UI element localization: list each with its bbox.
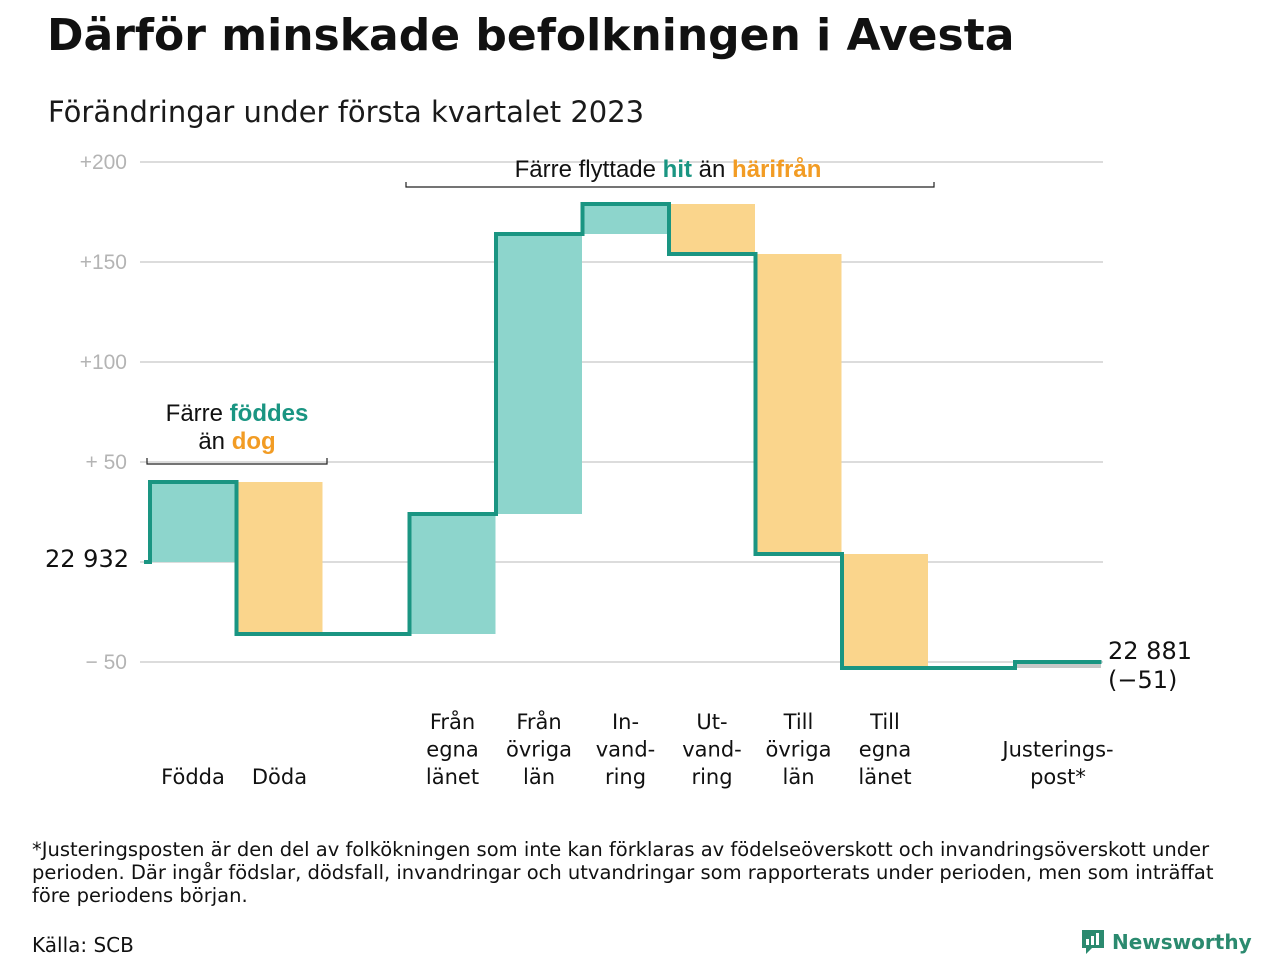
- births-bracket: [146, 458, 328, 465]
- brand-name: Newsworthy: [1112, 930, 1252, 954]
- start-value-label: 22 932: [45, 545, 129, 573]
- category-label: övriga: [506, 738, 572, 762]
- bar-increase: [582, 204, 669, 234]
- category-label: vand-: [682, 738, 742, 762]
- source-label: Källa: SCB: [32, 933, 134, 957]
- category-label: ring: [691, 765, 732, 789]
- y-tick-label: + 50: [86, 451, 127, 474]
- births-annotation-line1: Färre föddes: [166, 400, 309, 427]
- bar-increase: [496, 234, 582, 514]
- category-label: län: [782, 765, 814, 789]
- births-annotation-line1-part: föddes: [230, 400, 309, 427]
- chart-title: Därför minskade befolkningen i Avesta: [47, 10, 1015, 61]
- category-label: Från: [516, 709, 561, 734]
- moves-annotation-part: Färre flyttade: [515, 156, 663, 183]
- category-label: övriga: [766, 738, 832, 762]
- bar-adjustment: [1015, 662, 1101, 668]
- end-value-label: 22 881: [1108, 637, 1192, 665]
- category-label: Justerings-: [1000, 738, 1113, 762]
- births-annotation-line2-part: dog: [232, 428, 276, 455]
- category-label: post*: [1030, 765, 1086, 789]
- waterfall-chart: +200 +150 +100 + 50 − 50 Födda Döda Från egna lä…: [45, 151, 1192, 789]
- births-annotation-line1-part: Färre: [166, 400, 230, 427]
- category-label: egna: [426, 738, 478, 762]
- births-annotation-line2-part: än: [198, 428, 231, 455]
- category-label: länet: [426, 765, 479, 789]
- y-axis-ticks: +200 +150 +100 + 50 − 50: [80, 151, 127, 674]
- bar-increase: [409, 514, 496, 634]
- category-label: Från: [430, 709, 475, 734]
- moves-annotation-part: hit: [663, 156, 692, 183]
- y-tick-label: +200: [80, 151, 127, 174]
- running-total-line: [144, 202, 1102, 670]
- category-label: Ut-: [696, 710, 727, 734]
- brand[interactable]: Newsworthy: [1080, 928, 1252, 956]
- category-label: ring: [605, 765, 646, 789]
- bar-decrease: [669, 204, 755, 254]
- newsworthy-logo-icon: [1082, 930, 1104, 954]
- footnote: *Justeringsposten är den del av folkökni…: [32, 838, 1214, 907]
- bar-increase: [150, 482, 236, 562]
- y-tick-label: +150: [80, 251, 127, 274]
- bar-decrease: [236, 482, 323, 634]
- category-label: vand-: [596, 738, 656, 762]
- category-label: län: [523, 765, 555, 789]
- category-label: Till: [783, 710, 814, 734]
- y-tick-label: +100: [80, 351, 127, 374]
- births-annotation-line2: än dog: [198, 428, 275, 455]
- bars: [150, 204, 1101, 668]
- category-label: Till: [869, 710, 900, 734]
- bar-decrease: [755, 254, 842, 554]
- moves-annotation-part: härifrån: [732, 156, 821, 183]
- category-labels: Födda Döda Från egna länet Från övriga län In-va…: [161, 709, 1113, 789]
- end-change-label: (−51): [1108, 666, 1177, 694]
- category-label: länet: [858, 765, 911, 789]
- chart-subtitle: Förändringar under första kvartalet 2023: [48, 95, 645, 129]
- bar-decrease: [842, 554, 928, 668]
- category-label: Födda: [161, 765, 225, 789]
- category-label: In-: [612, 710, 639, 734]
- moves-bracket: [405, 182, 935, 188]
- moves-annotation: Färre flyttade hit än härifrån: [515, 156, 822, 183]
- category-label: egna: [859, 738, 911, 762]
- y-tick-label: − 50: [86, 651, 127, 674]
- category-label: Döda: [252, 765, 307, 789]
- moves-annotation-part: än: [692, 156, 732, 183]
